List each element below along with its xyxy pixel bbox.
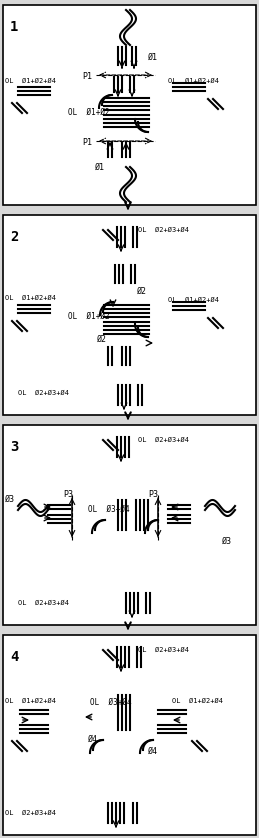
Text: OL  Ø2+Ø3+Ø4: OL Ø2+Ø3+Ø4 <box>18 390 69 396</box>
Text: OL  Ø1+Ø2: OL Ø1+Ø2 <box>68 108 110 117</box>
Text: Ø2: Ø2 <box>97 335 107 344</box>
Text: Ø1: Ø1 <box>148 53 158 62</box>
Text: Ø3: Ø3 <box>222 537 232 546</box>
Text: OL  Ø2+Ø3+Ø4: OL Ø2+Ø3+Ø4 <box>138 227 189 233</box>
Text: Ø4: Ø4 <box>88 735 98 744</box>
Text: OL  Ø1+Ø2: OL Ø1+Ø2 <box>68 312 110 321</box>
Text: OL  Ø1+Ø2+Ø4: OL Ø1+Ø2+Ø4 <box>168 297 219 303</box>
Bar <box>3 5 256 205</box>
Text: Ø3: Ø3 <box>5 495 15 504</box>
Text: P1: P1 <box>82 72 92 81</box>
Bar <box>3 635 256 835</box>
Bar <box>3 425 256 625</box>
Text: OL  Ø3+Ø4: OL Ø3+Ø4 <box>90 698 132 707</box>
Text: 2: 2 <box>10 230 18 244</box>
Text: OL  Ø1+Ø2+Ø4: OL Ø1+Ø2+Ø4 <box>172 698 223 704</box>
Text: 1: 1 <box>10 20 18 34</box>
Text: Ø4: Ø4 <box>148 747 158 756</box>
Bar <box>3 215 256 415</box>
Text: P3: P3 <box>148 490 158 499</box>
Text: P3: P3 <box>63 490 73 499</box>
Text: Ø2: Ø2 <box>137 287 147 296</box>
Text: OL  Ø2+Ø3+Ø4: OL Ø2+Ø3+Ø4 <box>18 600 69 606</box>
Text: OL  Ø1+Ø2+Ø4: OL Ø1+Ø2+Ø4 <box>168 78 219 84</box>
Text: OL  Ø2+Ø3+Ø4: OL Ø2+Ø3+Ø4 <box>138 437 189 443</box>
Text: P1: P1 <box>82 138 92 147</box>
Text: OL  Ø2+Ø3+Ø4: OL Ø2+Ø3+Ø4 <box>138 647 189 653</box>
Text: OL  Ø2+Ø3+Ø4: OL Ø2+Ø3+Ø4 <box>5 810 56 816</box>
Text: Ø1: Ø1 <box>95 163 105 172</box>
Text: OL  Ø1+Ø2+Ø4: OL Ø1+Ø2+Ø4 <box>5 295 56 301</box>
Text: OL  Ø3+Ø4: OL Ø3+Ø4 <box>88 505 130 514</box>
Text: OL  Ø1+Ø2+Ø4: OL Ø1+Ø2+Ø4 <box>5 698 56 704</box>
Text: OL  Ø1+Ø2+Ø4: OL Ø1+Ø2+Ø4 <box>5 78 56 84</box>
Text: 4: 4 <box>10 650 18 664</box>
Text: 3: 3 <box>10 440 18 454</box>
